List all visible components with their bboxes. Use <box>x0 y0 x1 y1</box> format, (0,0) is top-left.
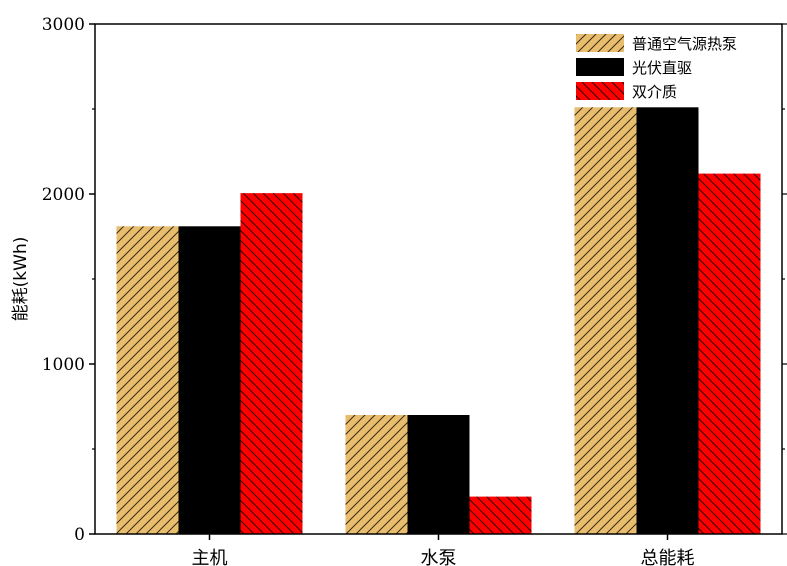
y-tick-label: 2000 <box>42 185 85 205</box>
y-axis: 0 1000 2000 3000 <box>42 15 787 545</box>
bar-1-2 <box>345 415 408 534</box>
y-tick-label: 3000 <box>42 15 85 35</box>
bar-3-1 <box>240 193 303 534</box>
bar-2-2 <box>407 415 470 534</box>
bar-1-1 <box>116 226 179 535</box>
legend-label: 双介质 <box>632 83 677 101</box>
bar-2-1 <box>178 226 241 535</box>
x-tick-label: 主机 <box>192 548 228 566</box>
x-tick-label: 水泵 <box>421 548 457 566</box>
y-tick-label: 1000 <box>42 355 85 375</box>
legend-swatch <box>576 34 624 52</box>
bars-group <box>116 107 761 535</box>
y-tick-label: 0 <box>74 525 85 545</box>
legend-swatch <box>576 58 624 76</box>
legend-label: 光伏直驱 <box>632 59 692 77</box>
legend-swatch <box>576 82 624 100</box>
bar-2-3 <box>636 107 699 535</box>
x-tick-label: 总能耗 <box>641 548 695 566</box>
y-axis-title: 能耗(kWh) <box>11 237 31 322</box>
bar-3-3 <box>698 173 761 534</box>
bar-3-2 <box>469 496 532 534</box>
bar-1-3 <box>574 107 637 535</box>
x-axis: 主机 水泵 总能耗 <box>192 534 695 566</box>
legend-label: 普通空气源热泵 <box>632 35 737 53</box>
